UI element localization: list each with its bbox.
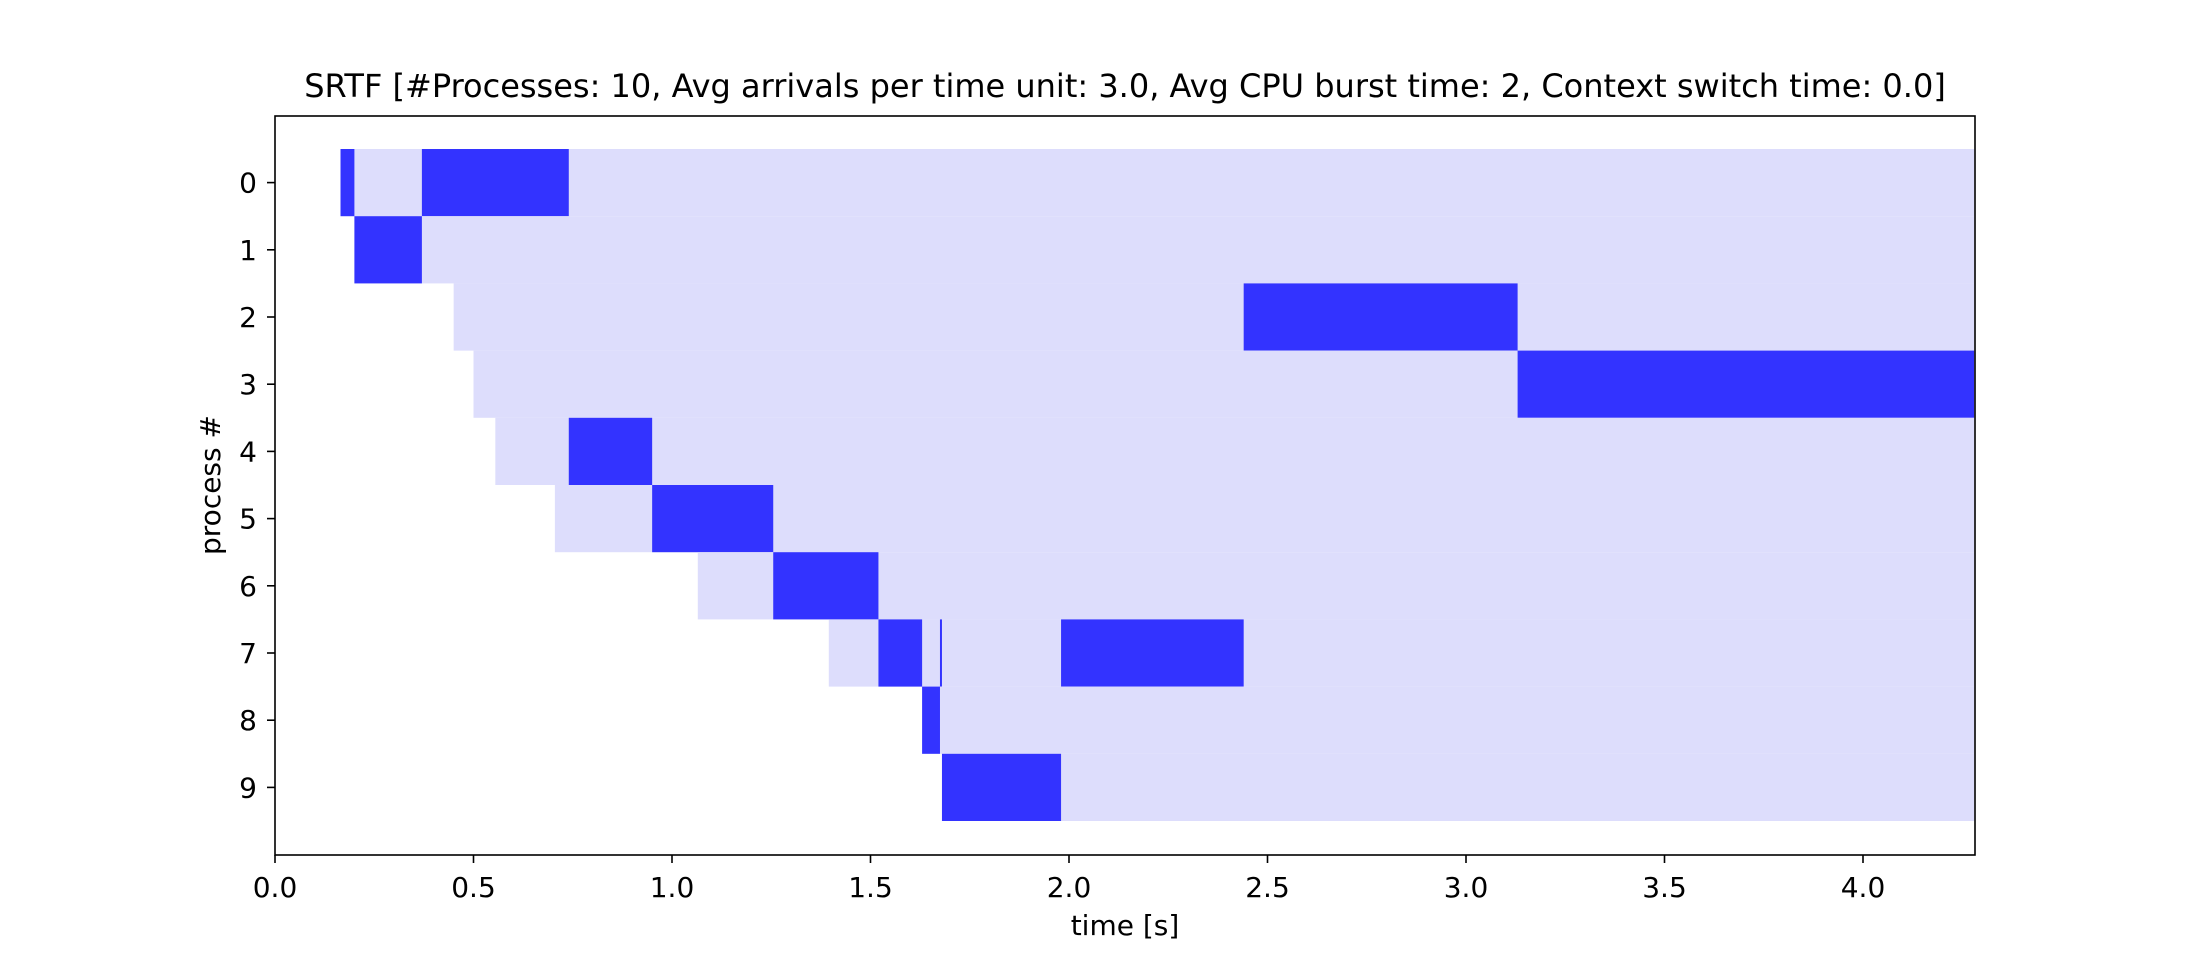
running-bar-p2-0 [1243, 283, 1518, 351]
x-axis-label: time [s] [1071, 909, 1180, 942]
waiting-bar-p4 [495, 417, 1975, 485]
x-tick-label: 3.5 [1642, 871, 1687, 904]
waiting-bar-p2 [453, 283, 1975, 351]
waiting-bar-p5 [554, 485, 1975, 553]
x-axis: 0.0 0.5 1.0 1.5 2.0 2.5 3.0 3.5 4.0 [253, 855, 1886, 904]
x-tick-label: 1.0 [650, 871, 695, 904]
waiting-bar-p1 [354, 216, 1975, 284]
running-bar-p7-1 [939, 619, 942, 687]
y-tick-label: 8 [239, 704, 257, 737]
plot-frame [274, 115, 1976, 856]
x-tick-label: 0.0 [253, 871, 298, 904]
running-bar-p4-0 [568, 417, 653, 485]
y-tick-label: 6 [239, 570, 257, 603]
running-bar-p0-0 [340, 149, 355, 217]
x-tick-label: 0.5 [451, 871, 496, 904]
running-bar-p0-1 [421, 149, 569, 217]
y-axis-label: process # [194, 415, 227, 555]
y-tick-label: 5 [239, 503, 257, 536]
x-tick-label: 2.0 [1047, 871, 1092, 904]
y-tick-label: 4 [239, 435, 257, 468]
running-bar-p5-0 [652, 485, 774, 553]
x-tick-label: 2.5 [1245, 871, 1290, 904]
waiting-bar-p7 [828, 619, 1975, 687]
y-tick-label: 2 [239, 301, 257, 334]
x-tick-label: 1.5 [848, 871, 893, 904]
running-bar-p6-0 [773, 552, 879, 620]
y-tick-label: 3 [239, 368, 257, 401]
running-bar-p1-0 [354, 216, 422, 284]
waiting-bar-p9 [941, 753, 1975, 821]
waiting-bar-p6 [697, 552, 1975, 620]
y-tick-label: 0 [239, 167, 257, 200]
y-tick-label: 9 [239, 771, 257, 804]
running-bar-p7-2 [1061, 619, 1244, 687]
y-tick-label: 1 [239, 234, 257, 267]
waiting-bar-p0 [340, 149, 1975, 217]
running-bar-p9-0 [941, 753, 1062, 821]
x-tick-label: 3.0 [1444, 871, 1489, 904]
running-bar-p3-0 [1517, 350, 1975, 418]
running-bar-p8-0 [922, 686, 940, 754]
plot-bars [340, 149, 1975, 821]
chart-title: SRTF [#Processes: 10, Avg arrivals per t… [304, 67, 1946, 105]
y-tick-label: 7 [239, 637, 257, 670]
y-axis: 0 1 2 3 4 5 6 7 8 9 [239, 167, 275, 804]
waiting-bar-p8 [922, 686, 1975, 754]
running-bar-p7-0 [878, 619, 923, 687]
x-tick-label: 4.0 [1841, 871, 1886, 904]
